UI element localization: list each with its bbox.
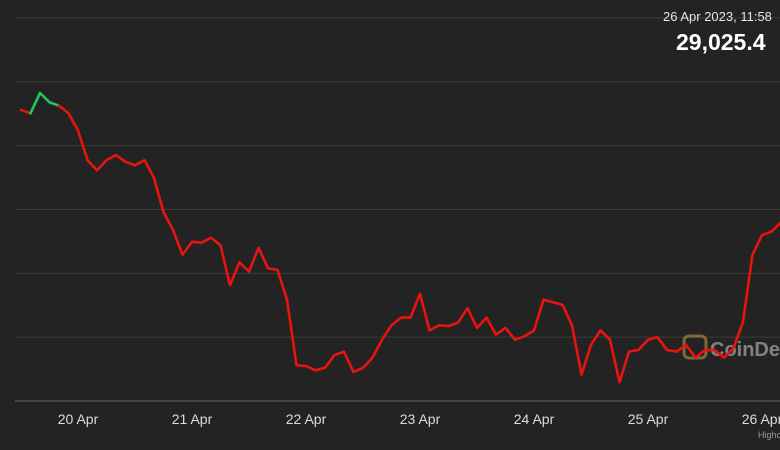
x-tick-label: 22 Apr [286, 411, 327, 427]
grid [15, 17, 780, 402]
x-tick-label: 21 Apr [172, 411, 213, 427]
lines [19, 91, 780, 384]
credit: Highcharts.com [758, 430, 780, 440]
x-tick-label: 20 Apr [58, 411, 99, 427]
price: 29,025.4 [676, 29, 766, 55]
watermark: CoinDesk [710, 339, 780, 361]
price-line [19, 108, 32, 115]
x-tick-label: 25 Apr [628, 411, 669, 427]
x-tick-label: 26 Apr [742, 411, 780, 427]
x-tick-label: 23 Apr [400, 411, 441, 427]
x-tick-label: 24 Apr [514, 411, 555, 427]
price-line [29, 91, 61, 115]
timestamp: 26 Apr 2023, 11:58 [663, 9, 772, 24]
price-line [57, 104, 780, 384]
